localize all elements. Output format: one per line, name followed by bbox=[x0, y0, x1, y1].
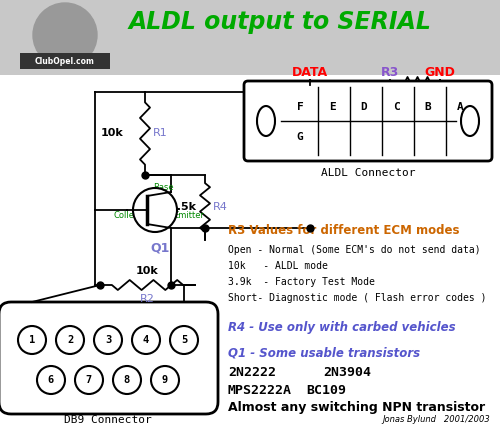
Bar bbox=[0, 75, 500, 426]
Text: R4: R4 bbox=[213, 202, 228, 212]
Text: R4 - Use only with carbed vehicles: R4 - Use only with carbed vehicles bbox=[228, 320, 456, 334]
Text: DATA: DATA bbox=[292, 66, 328, 78]
Text: 8: 8 bbox=[124, 375, 130, 385]
Circle shape bbox=[113, 366, 141, 394]
Text: DB9 Connector: DB9 Connector bbox=[64, 415, 152, 425]
Text: Q1: Q1 bbox=[150, 242, 170, 254]
Text: Open - Normal (Some ECM's do not send data): Open - Normal (Some ECM's do not send da… bbox=[228, 245, 480, 255]
Text: 3.9k  - Factory Test Mode: 3.9k - Factory Test Mode bbox=[228, 277, 375, 287]
Circle shape bbox=[56, 326, 84, 354]
Text: 5: 5 bbox=[181, 335, 187, 345]
Text: E: E bbox=[328, 102, 336, 112]
Circle shape bbox=[170, 326, 198, 354]
Text: B: B bbox=[424, 102, 432, 112]
Text: ALDL Connector: ALDL Connector bbox=[321, 168, 415, 178]
Text: 10k   - ALDL mode: 10k - ALDL mode bbox=[228, 261, 328, 271]
Text: R1: R1 bbox=[153, 128, 168, 138]
Text: 3: 3 bbox=[105, 335, 111, 345]
Bar bbox=[0, 0, 500, 75]
Text: Q1 - Some usable transistors: Q1 - Some usable transistors bbox=[228, 346, 420, 360]
Circle shape bbox=[37, 366, 65, 394]
Text: A: A bbox=[456, 102, 464, 112]
FancyBboxPatch shape bbox=[3, 3, 497, 423]
Circle shape bbox=[151, 366, 179, 394]
FancyBboxPatch shape bbox=[3, 3, 497, 75]
Text: GND: GND bbox=[424, 66, 456, 78]
Text: ClubOpel.com: ClubOpel.com bbox=[35, 58, 95, 66]
Text: Collector: Collector bbox=[113, 210, 150, 219]
Circle shape bbox=[132, 326, 160, 354]
Text: 9: 9 bbox=[162, 375, 168, 385]
Circle shape bbox=[133, 188, 177, 232]
Ellipse shape bbox=[257, 106, 275, 136]
Text: BC109: BC109 bbox=[306, 383, 346, 397]
Text: 1.5k: 1.5k bbox=[170, 202, 197, 212]
Text: Base: Base bbox=[153, 184, 174, 193]
Circle shape bbox=[55, 25, 75, 45]
Circle shape bbox=[33, 3, 97, 67]
Text: ALDL output to SERIAL: ALDL output to SERIAL bbox=[128, 10, 432, 34]
Text: Almost any switching NPN transistor: Almost any switching NPN transistor bbox=[228, 401, 485, 414]
Text: C: C bbox=[392, 102, 400, 112]
Ellipse shape bbox=[461, 106, 479, 136]
Text: 4: 4 bbox=[143, 335, 149, 345]
Text: R3 Values for different ECM modes: R3 Values for different ECM modes bbox=[228, 224, 460, 236]
Text: 2N2222: 2N2222 bbox=[228, 366, 276, 380]
Circle shape bbox=[94, 326, 122, 354]
Circle shape bbox=[47, 17, 83, 53]
FancyBboxPatch shape bbox=[20, 53, 110, 69]
Circle shape bbox=[18, 326, 46, 354]
Text: F: F bbox=[296, 102, 304, 112]
Circle shape bbox=[43, 13, 87, 57]
Text: Emitter: Emitter bbox=[173, 210, 204, 219]
Text: R2: R2 bbox=[140, 294, 154, 304]
Text: 1: 1 bbox=[29, 335, 35, 345]
Text: 6: 6 bbox=[48, 375, 54, 385]
Text: 2N3904: 2N3904 bbox=[323, 366, 371, 380]
Text: MPS2222A: MPS2222A bbox=[228, 383, 292, 397]
Text: 10k: 10k bbox=[136, 266, 158, 276]
Text: Short- Diagnostic mode ( Flash error codes ): Short- Diagnostic mode ( Flash error cod… bbox=[228, 293, 486, 303]
Text: Jonas Bylund   2001/2003: Jonas Bylund 2001/2003 bbox=[382, 415, 490, 424]
Text: 7: 7 bbox=[86, 375, 92, 385]
Text: G: G bbox=[296, 132, 304, 142]
Circle shape bbox=[36, 6, 94, 64]
FancyBboxPatch shape bbox=[0, 302, 218, 414]
Text: D: D bbox=[360, 102, 368, 112]
Text: 10k: 10k bbox=[100, 128, 123, 138]
FancyBboxPatch shape bbox=[244, 81, 492, 161]
Text: R3: R3 bbox=[381, 66, 399, 78]
Text: 2: 2 bbox=[67, 335, 73, 345]
Circle shape bbox=[75, 366, 103, 394]
